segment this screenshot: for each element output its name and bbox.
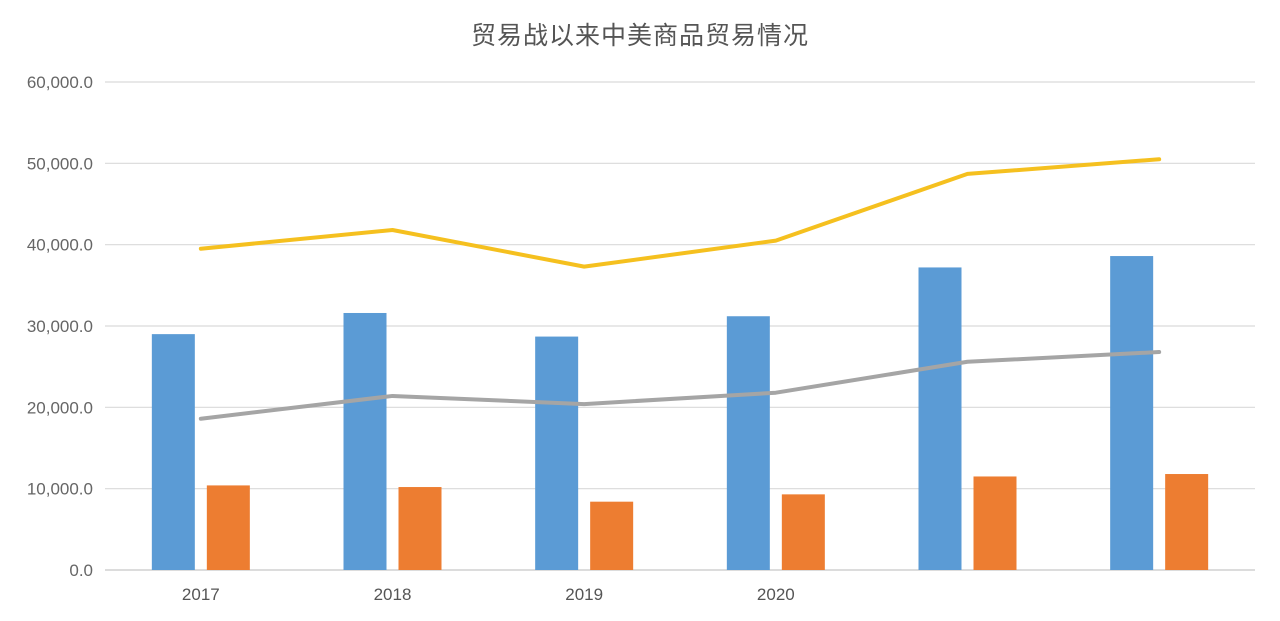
x-tick-label: 2019 [565,585,603,604]
y-tick-label: 50,000.0 [27,154,93,173]
bar [343,312,387,570]
y-tick-label: 0.0 [69,561,93,580]
bar [151,334,195,570]
y-tick-label: 10,000.0 [27,480,93,499]
bar [918,267,962,570]
bar [781,494,825,570]
bar [590,501,634,570]
bar [1110,256,1154,570]
series-line [198,350,1162,421]
x-tick-label: 2020 [757,585,795,604]
chart-title: 贸易战以来中美商品贸易情况 [470,21,809,50]
x-tick-label: 2017 [182,585,220,604]
x-tick-label: 2018 [374,585,412,604]
bar [973,476,1017,570]
bar [726,316,770,570]
y-tick-label: 20,000.0 [27,398,93,417]
y-tick-label: 40,000.0 [27,236,93,255]
y-tick-label: 60,000.0 [27,73,93,92]
bar [1165,474,1209,570]
series-line [198,157,1162,269]
bar [206,485,250,570]
bar [398,487,442,570]
y-tick-label: 30,000.0 [27,317,93,336]
bar [535,336,579,570]
